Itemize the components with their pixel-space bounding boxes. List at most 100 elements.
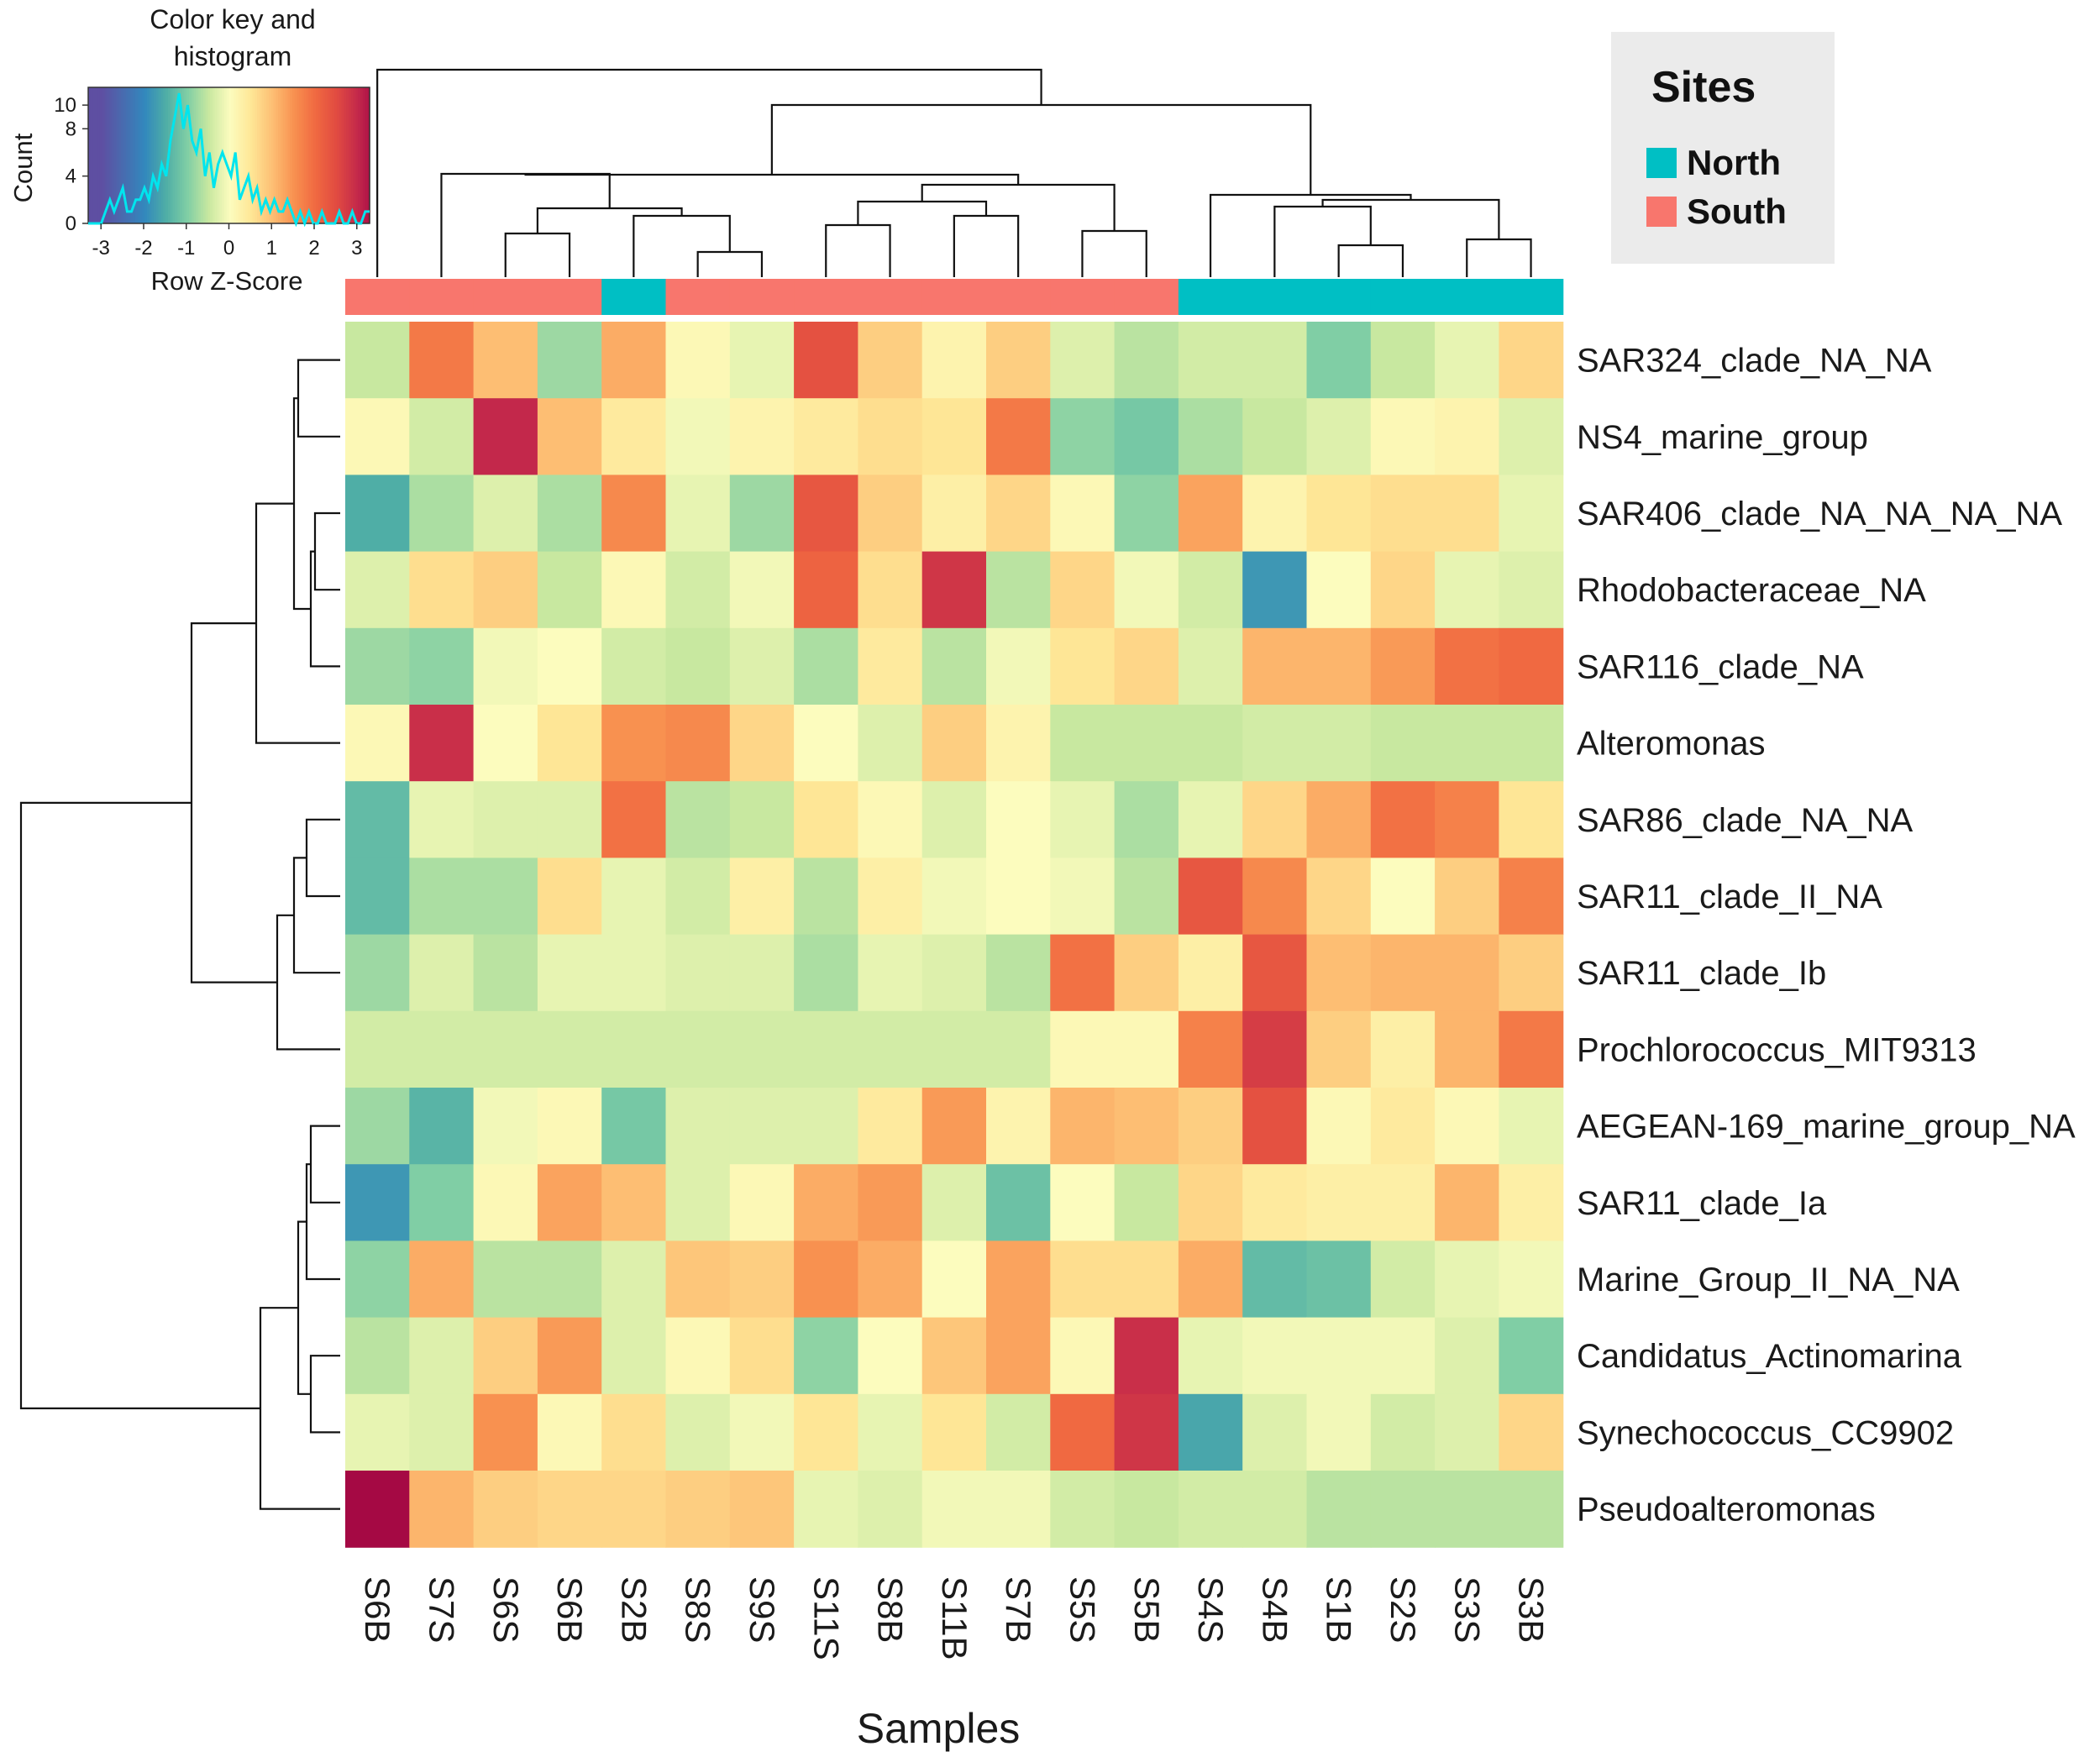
heatmap-cell [601,858,667,936]
color-key-strip [367,87,370,223]
heatmap-cell [1499,322,1564,399]
row-label: SAR11_clade_Ia [1577,1185,1827,1222]
row-label: Pseudoalteromonas [1577,1492,1876,1529]
heatmap-cell [665,1471,731,1548]
heatmap-cell [1050,1471,1116,1548]
color-key-strip [303,87,307,223]
color-key-strip [139,87,143,223]
heatmap-cell [921,705,987,782]
heatmap-cell [921,858,987,936]
heatmap-cell [537,398,602,475]
heatmap-cell [1114,705,1179,782]
heatmap-cell [537,1088,602,1165]
heatmap-cell [1370,781,1436,858]
heatmap-cell [986,1164,1051,1241]
heatmap-cell [794,1471,858,1548]
row-label: Rhodobacteraceae_NA [1577,572,1926,609]
heatmap-cell [1114,1317,1179,1395]
heatmap-cell [1050,322,1116,399]
color-key-strip [181,87,186,223]
color-key-strip [102,87,106,223]
heatmap-cell [1050,1240,1116,1319]
heatmap-cell [601,934,667,1012]
color-key-tick-label: 10 [54,94,76,117]
color-key-strip [95,87,98,223]
heatmap-cell [729,475,795,553]
color-key-strip [362,87,366,223]
column-label: S6B [550,1576,590,1643]
heatmap-cell [794,1010,858,1088]
color-key-strip [350,87,354,223]
heatmap-cell [1306,1393,1372,1471]
heatmap-cell [1242,551,1308,629]
heatmap-cell [665,1240,731,1319]
color-key-strip [346,87,349,223]
heatmap-cell [1499,1471,1564,1548]
heatmap-cell [409,1164,475,1241]
color-key-strip [97,87,101,223]
color-key-strip [177,87,181,223]
color-key-strip [273,87,276,223]
color-key-strip [217,87,220,223]
color-key-strip [327,87,331,223]
histogram-line [88,92,370,228]
site-annotation-cell [601,279,667,315]
color-key-strip [261,87,265,223]
heatmap-cell [1499,781,1564,858]
color-key-strip [299,87,302,223]
heatmap-cell [1242,322,1308,399]
color-key-ylabel: Count [8,133,38,202]
column-label: S5B [1127,1576,1167,1643]
heatmap-cell [1370,1471,1436,1548]
color-key-strip [255,87,258,223]
heatmap-cell [1499,1240,1564,1319]
heatmap-cell [1114,934,1179,1012]
column-label: S11S [806,1576,846,1660]
color-key-strip [172,87,176,223]
site-annotation-cell [794,279,858,315]
heatmap-cell [665,1317,731,1395]
color-key-strip [223,87,228,223]
heatmap-cell [986,475,1051,553]
color-key-strip [137,87,141,223]
legend-entry-north: North [1646,143,1781,182]
color-key-tick-label: 8 [66,118,76,140]
heatmap-cell [986,934,1051,1012]
column-label: S8S [679,1576,718,1643]
heatmap-cell [537,627,602,705]
color-key-strip [186,87,190,223]
heatmap-cell [409,627,475,705]
heatmap-cell [729,322,795,399]
color-key-strip [205,87,208,223]
color-key-strip [266,87,270,223]
heatmap-cell [1242,1317,1308,1395]
heatmap-cell [1499,398,1564,475]
heatmap-cell [409,322,475,399]
row-label: Candidatus_Actinomarina [1577,1338,1962,1375]
heatmap-cell [858,551,923,629]
color-key-strip [290,87,293,223]
heatmap-cell [1435,858,1499,936]
heatmap-cell [794,398,858,475]
dendrogram-branch [190,622,277,983]
site-annotation-cell [409,279,475,315]
dendrogram-branch [953,214,1020,277]
heatmap-cell [1370,1393,1436,1471]
color-key-strip [259,87,263,223]
heatmap-cell [537,781,602,858]
heatmap-cell [921,1471,987,1548]
heatmap-cell [1306,1471,1372,1548]
heatmap-cell [1178,322,1243,399]
dendrogram-branch [696,250,764,277]
heatmap-cell [665,781,731,858]
heatmap-cell [409,398,475,475]
heatmap-cell [601,1393,667,1471]
heatmap-cell [601,551,667,629]
color-key-strip [175,87,178,223]
heatmap-cell [986,627,1051,705]
heatmap-cell [665,1164,731,1241]
heatmap-cell [1050,781,1116,858]
heatmap-cell [1306,398,1372,475]
heatmap-cell [601,1471,667,1548]
color-key-strip [252,87,255,223]
